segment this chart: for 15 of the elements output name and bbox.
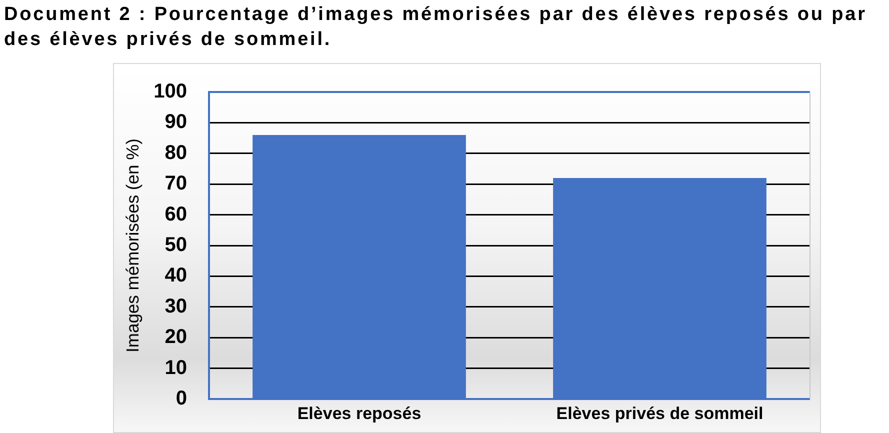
x-tick-label: Elèves privés de sommeil	[556, 404, 764, 423]
y-tick-label: 100	[154, 80, 187, 103]
y-tick-label: 0	[176, 388, 187, 410]
y-tick-label: 20	[164, 326, 187, 348]
y-tick-label: 10	[164, 356, 187, 379]
y-tick-label: 70	[164, 172, 187, 195]
y-axis-title: Images mémorisées (en %)	[122, 138, 142, 352]
chart-title: Document 2 : Pourcentage d’images mémorisées par des élèves reposés ou par des élèves privés de sommeil.	[4, 3, 868, 52]
y-tick-label: 60	[164, 203, 187, 226]
y-tick-label: 80	[164, 142, 187, 164]
x-tick-label: Elèves reposés	[297, 404, 422, 423]
y-tick-label: 90	[164, 111, 187, 134]
y-tick-label: 50	[164, 234, 187, 256]
y-tick-label: 30	[164, 295, 187, 318]
y-tick-label: 40	[164, 264, 187, 287]
